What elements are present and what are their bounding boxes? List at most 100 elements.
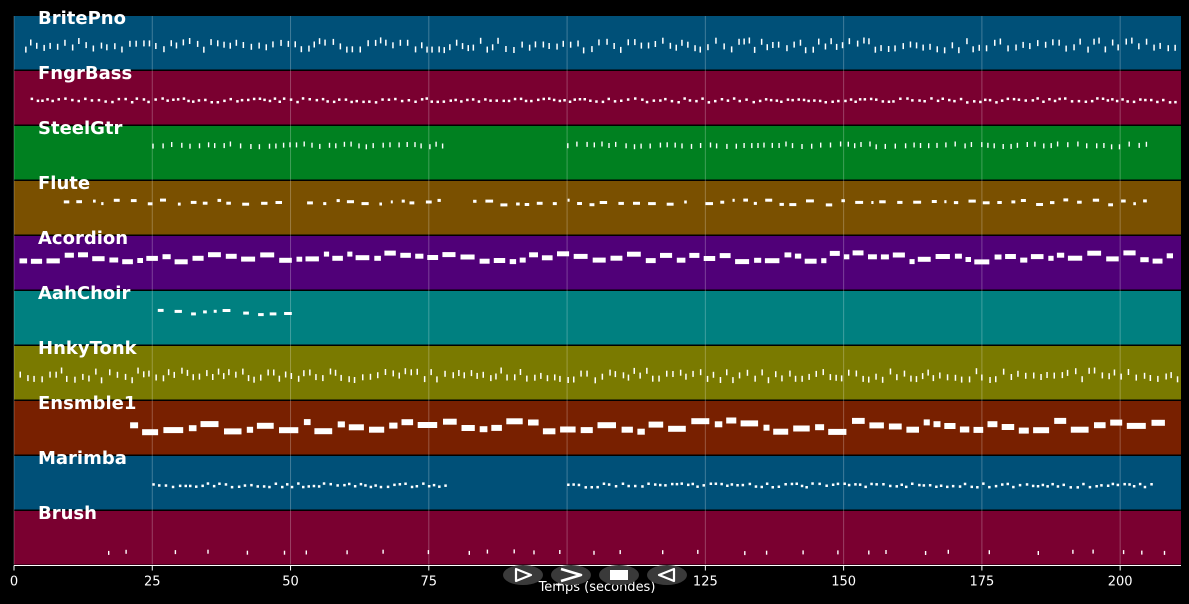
playback-controls[interactable] (503, 565, 687, 585)
note (1017, 98, 1021, 101)
note (279, 257, 292, 263)
note (820, 142, 822, 148)
button-bg[interactable] (647, 565, 687, 585)
stop-icon (610, 570, 628, 580)
note (394, 97, 397, 101)
note (174, 309, 182, 313)
note (1088, 485, 1092, 489)
note (715, 37, 717, 44)
note (882, 483, 885, 486)
note (795, 482, 798, 485)
note (66, 375, 68, 382)
note (929, 43, 931, 50)
note (921, 373, 924, 380)
note (442, 252, 456, 258)
note (162, 375, 165, 382)
note (430, 369, 432, 376)
stop-button[interactable] (599, 565, 639, 585)
note (1150, 98, 1153, 102)
note (676, 257, 686, 263)
note (155, 374, 157, 381)
note (1103, 143, 1105, 148)
note (856, 40, 859, 47)
note (338, 98, 341, 101)
note (928, 484, 932, 487)
note (1108, 203, 1113, 207)
note (359, 482, 363, 486)
note (959, 426, 970, 433)
note (267, 369, 269, 376)
note (241, 256, 256, 262)
rewind-button[interactable] (647, 565, 687, 585)
note (1067, 255, 1083, 261)
note (162, 254, 171, 260)
note (719, 377, 722, 383)
note (258, 313, 264, 317)
note (691, 482, 694, 486)
note (1166, 253, 1173, 259)
note (941, 97, 944, 100)
note (580, 427, 593, 434)
forward-button[interactable] (551, 565, 591, 585)
note (892, 252, 905, 258)
note (641, 98, 644, 101)
note (995, 376, 997, 383)
note (284, 312, 292, 315)
note (305, 256, 319, 262)
note (786, 45, 788, 52)
note (910, 375, 912, 382)
note (521, 41, 523, 48)
note (104, 100, 107, 103)
note (825, 484, 828, 487)
note (699, 46, 701, 53)
note (887, 46, 890, 52)
note (1111, 98, 1114, 101)
note (188, 425, 197, 432)
button-bg[interactable] (503, 565, 543, 585)
note (786, 98, 790, 101)
note (519, 257, 526, 263)
note (640, 42, 643, 49)
note (323, 251, 330, 257)
note (627, 484, 630, 488)
note (748, 37, 751, 44)
note (524, 203, 530, 206)
note (95, 368, 97, 375)
note (1132, 485, 1136, 488)
note (911, 482, 914, 485)
note (252, 97, 256, 101)
note (355, 99, 358, 103)
note (528, 44, 531, 51)
note (974, 259, 990, 265)
note (641, 485, 644, 488)
note (662, 550, 664, 555)
note (167, 369, 170, 376)
note (1037, 551, 1039, 555)
note (406, 39, 409, 46)
button-bg[interactable] (551, 565, 591, 585)
note (1138, 43, 1140, 50)
note (470, 370, 473, 377)
note (344, 98, 348, 101)
note (1093, 367, 1096, 374)
note (100, 42, 103, 49)
note (124, 97, 127, 101)
note (1101, 372, 1104, 379)
note (889, 484, 892, 488)
note (654, 41, 657, 47)
note (533, 550, 535, 555)
note (55, 371, 57, 378)
note (1123, 250, 1136, 256)
note (164, 484, 168, 487)
play-button[interactable] (503, 565, 543, 585)
note (491, 424, 502, 431)
note (426, 46, 428, 53)
note (862, 375, 864, 382)
note (513, 47, 515, 53)
note (189, 143, 191, 149)
note (339, 43, 342, 50)
note (429, 144, 431, 150)
note (573, 376, 575, 383)
note (966, 38, 968, 45)
note (340, 374, 342, 381)
